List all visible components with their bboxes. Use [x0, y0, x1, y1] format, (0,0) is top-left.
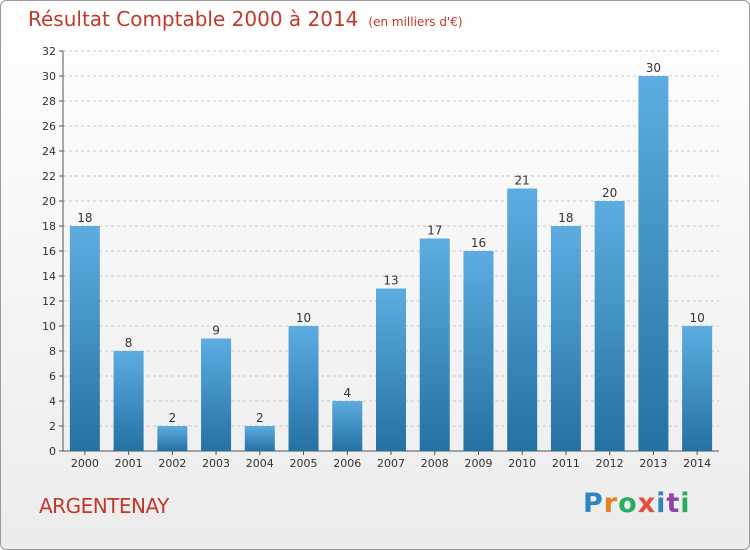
x-tick-label: 2008 — [421, 457, 449, 470]
bar — [594, 201, 625, 451]
bar — [332, 401, 363, 451]
y-tick-label: 28 — [42, 95, 56, 108]
bar-value-label: 21 — [515, 174, 530, 188]
x-tick-label: 2011 — [552, 457, 580, 470]
y-tick-label: 10 — [42, 320, 56, 333]
bar — [638, 76, 669, 451]
y-tick-label: 30 — [42, 70, 56, 83]
logo-letter: r — [603, 488, 619, 519]
y-tick-label: 16 — [42, 245, 56, 258]
y-tick-label: 14 — [42, 270, 56, 283]
x-tick-label: 2009 — [464, 457, 492, 470]
bar — [157, 426, 188, 451]
chart-title: Résultat Comptable 2000 à 2014 (en millie… — [28, 7, 463, 31]
x-tick-label: 2002 — [158, 457, 186, 470]
x-tick-label: 2003 — [202, 457, 230, 470]
bar-value-label: 20 — [602, 186, 617, 200]
y-tick-label: 0 — [49, 445, 56, 458]
bar-value-label: 16 — [471, 236, 486, 250]
bar-value-label: 18 — [77, 211, 92, 225]
y-tick-label: 6 — [49, 370, 56, 383]
bar-value-label: 4 — [343, 386, 351, 400]
bar — [419, 238, 450, 451]
bar-value-label: 9 — [212, 324, 220, 338]
x-tick-label: 2005 — [290, 457, 318, 470]
bar-value-label: 17 — [427, 224, 442, 238]
bar — [463, 251, 494, 451]
bar-value-label: 13 — [383, 274, 398, 288]
bar — [682, 326, 713, 451]
y-tick-label: 12 — [42, 295, 56, 308]
logo-letter: x — [637, 488, 657, 519]
y-tick-label: 24 — [42, 145, 56, 158]
y-tick-label: 4 — [49, 395, 56, 408]
bar — [550, 226, 581, 451]
bar-value-label: 18 — [558, 211, 573, 225]
bar — [201, 338, 232, 451]
chart-unit: (en milliers d'€) — [368, 15, 463, 29]
logo-letter: P — [583, 488, 604, 519]
x-tick-label: 2012 — [596, 457, 624, 470]
logo-letter: o — [618, 488, 638, 519]
x-tick-label: 2001 — [115, 457, 143, 470]
x-tick-label: 2013 — [639, 457, 667, 470]
y-tick-label: 8 — [49, 345, 56, 358]
bar — [69, 226, 100, 451]
y-tick-label: 22 — [42, 170, 56, 183]
y-tick-label: 18 — [42, 220, 56, 233]
chart-title-main: Résultat Comptable 2000 à 2014 — [28, 7, 359, 31]
bar — [244, 426, 275, 451]
bar-value-label: 10 — [689, 311, 704, 325]
logo-letter: t — [666, 488, 681, 519]
y-tick-label: 26 — [42, 120, 56, 133]
x-tick-label: 2000 — [71, 457, 99, 470]
bar-value-label: 2 — [256, 411, 264, 425]
logo-letter: i — [680, 488, 691, 519]
bar-value-label: 2 — [169, 411, 177, 425]
logo-letter: i — [656, 488, 667, 519]
bar-value-label: 10 — [296, 311, 311, 325]
bar — [288, 326, 319, 451]
proxiti-logo: Proxiti — [583, 488, 691, 519]
bar-value-label: 30 — [646, 61, 661, 75]
y-tick-label: 20 — [42, 195, 56, 208]
bar — [113, 351, 144, 451]
bar-value-label: 8 — [125, 336, 133, 350]
x-tick-label: 2014 — [683, 457, 711, 470]
y-tick-label: 32 — [42, 45, 56, 58]
town-name: ARGENTENAY — [39, 494, 169, 518]
x-tick-label: 2006 — [333, 457, 361, 470]
bar — [507, 188, 538, 451]
x-tick-label: 2007 — [377, 457, 405, 470]
bar — [376, 288, 406, 451]
y-tick-label: 2 — [49, 420, 56, 433]
x-tick-label: 2010 — [508, 457, 536, 470]
x-tick-label: 2004 — [246, 457, 274, 470]
